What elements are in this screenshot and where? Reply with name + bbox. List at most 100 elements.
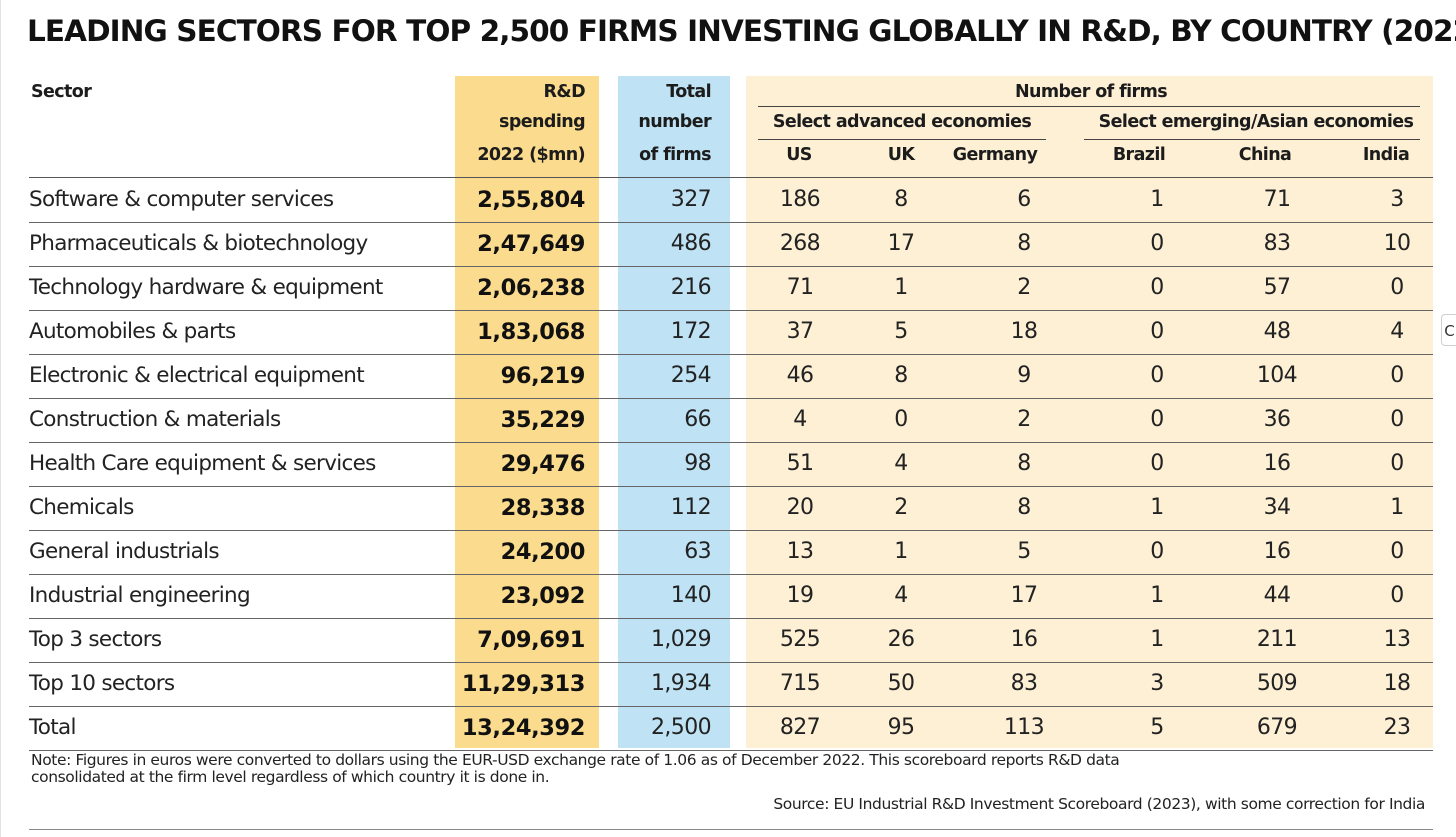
firm-count-cell: 0: [1390, 451, 1404, 476]
sector-cell: Industrial engineering: [29, 583, 251, 608]
firm-count-cell: 4: [793, 407, 807, 432]
firm-count-cell: 37: [786, 319, 814, 344]
header-sector: Sector: [31, 82, 92, 102]
firm-count-cell: 16: [1263, 451, 1291, 476]
table-row: Pharmaceuticals & biotechnology 2,47,649 4…: [29, 222, 1433, 267]
firm-count-cell: 2: [1017, 275, 1031, 300]
firm-count-cell: 16: [1263, 539, 1291, 564]
firm-count-cell: 1: [1390, 495, 1404, 520]
firm-count-cell: 23: [1383, 715, 1411, 740]
firm-count-cell: 113: [1003, 715, 1045, 740]
sector-cell: Total: [29, 715, 76, 740]
firm-count-cell: 71: [786, 275, 814, 300]
table-row: Software & computer services 2,55,804 327 1…: [29, 178, 1433, 223]
firm-count-cell: 0: [1150, 319, 1164, 344]
rd-spending-cell: 7,09,691: [477, 627, 585, 653]
table-row: Construction & materials 35,229 66 4 0 2 0 36 0: [29, 398, 1433, 443]
header-total-line1: Total: [666, 82, 711, 102]
total-firms-cell: 140: [670, 583, 712, 608]
firm-count-cell: 1: [1150, 583, 1164, 608]
firm-count-cell: 0: [1390, 583, 1404, 608]
firm-count-cell: 17: [887, 231, 915, 256]
header-advanced-economies: Select advanced economies: [772, 112, 1032, 132]
firm-count-cell: 3: [1150, 671, 1164, 696]
header-emerging-economies: Select emerging/Asian economies: [1098, 112, 1414, 132]
rd-spending-cell: 2,06,238: [477, 275, 585, 301]
firm-count-cell: 95: [887, 715, 915, 740]
rd-spending-cell: 23,092: [500, 583, 586, 609]
firm-count-cell: 186: [779, 187, 821, 212]
header-spending-line3: 2022 ($mn): [477, 145, 585, 165]
firm-count-cell: 44: [1263, 583, 1291, 608]
rd-spending-cell: 2,55,804: [477, 187, 585, 213]
rd-spending-cell: 13,24,392: [461, 715, 585, 741]
firm-count-cell: 50: [887, 671, 915, 696]
rd-spending-cell: 96,219: [500, 363, 586, 389]
firm-count-cell: 0: [1150, 363, 1164, 388]
header-total-line3: of firms: [639, 145, 711, 165]
firm-count-cell: 36: [1263, 407, 1291, 432]
table-row: Industrial engineering 23,092 140 19 4 17 1 44 0: [29, 574, 1433, 619]
firm-count-cell: 1: [1150, 495, 1164, 520]
firm-count-cell: 16: [1010, 627, 1038, 652]
sector-cell: General industrials: [29, 539, 220, 564]
table-row: Electronic & electrical equipment 96,219 2…: [29, 354, 1433, 399]
chart-title: LEADING SECTORS FOR TOP 2,500 FIRMS INVE…: [27, 14, 1456, 48]
firm-count-cell: 10: [1383, 231, 1411, 256]
firm-count-cell: 20: [786, 495, 814, 520]
rd-spending-cell: 28,338: [500, 495, 586, 521]
firm-count-cell: 19: [786, 583, 814, 608]
header-country-us: US: [786, 145, 812, 165]
table-row: Health Care equipment & services 29,476 98…: [29, 442, 1433, 487]
firm-count-cell: 8: [1017, 495, 1031, 520]
firm-count-cell: 0: [1390, 407, 1404, 432]
header-country-uk: UK: [887, 145, 915, 165]
total-firms-cell: 98: [684, 451, 711, 476]
table-row: General industrials 24,200 63 13 1 5 0 16 0: [29, 530, 1433, 575]
firm-count-cell: 0: [1390, 539, 1404, 564]
header-number-of-firms: Number of firms: [1014, 82, 1168, 102]
side-tab[interactable]: C: [1441, 314, 1456, 346]
firm-count-cell: 4: [894, 451, 908, 476]
firm-count-cell: 0: [1150, 539, 1164, 564]
rd-spending-cell: 24,200: [500, 539, 586, 565]
rd-spending-cell: 11,29,313: [461, 671, 585, 697]
sector-cell: Technology hardware & equipment: [29, 275, 383, 300]
table-row: Technology hardware & equipment 2,06,238 2…: [29, 266, 1433, 311]
firm-count-cell: 8: [894, 363, 908, 388]
sector-cell: Electronic & electrical equipment: [29, 363, 365, 388]
sector-cell: Pharmaceuticals & biotechnology: [29, 231, 368, 256]
firm-count-cell: 211: [1256, 627, 1298, 652]
sector-cell: Chemicals: [29, 495, 134, 520]
firm-count-cell: 5: [894, 319, 908, 344]
firm-count-cell: 5: [1150, 715, 1164, 740]
firm-count-cell: 0: [1150, 275, 1164, 300]
firm-count-cell: 71: [1263, 187, 1291, 212]
table-row: Top 3 sectors 7,09,691 1,029 525 26 16 1 211 13: [29, 618, 1433, 663]
firm-count-cell: 0: [1390, 363, 1404, 388]
firm-count-cell: 0: [1390, 275, 1404, 300]
firm-count-cell: 1: [894, 275, 908, 300]
sector-cell: Top 10 sectors: [29, 671, 175, 696]
firm-count-cell: 5: [1017, 539, 1031, 564]
header-country-china: China: [1238, 145, 1292, 165]
total-firms-cell: 486: [670, 231, 712, 256]
firm-count-cell: 26: [887, 627, 915, 652]
firm-count-cell: 3: [1390, 187, 1404, 212]
header-bottom-rule: [29, 177, 1433, 178]
firm-count-cell: 17: [1010, 583, 1038, 608]
firm-count-cell: 4: [894, 583, 908, 608]
spending-column-background: [455, 76, 599, 748]
firm-count-cell: 0: [1150, 451, 1164, 476]
total-firms-cell: 172: [670, 319, 712, 344]
firm-count-cell: 46: [786, 363, 814, 388]
total-firms-cell: 1,029: [651, 627, 712, 652]
header-rule-number-of-firms: [758, 106, 1420, 107]
firm-count-cell: 13: [786, 539, 814, 564]
firm-count-cell: 0: [894, 407, 908, 432]
header-spending-line2: spending: [499, 112, 586, 132]
firm-count-cell: 48: [1263, 319, 1291, 344]
firm-count-cell: 6: [1017, 187, 1031, 212]
header-rule-advanced: [758, 139, 1046, 140]
